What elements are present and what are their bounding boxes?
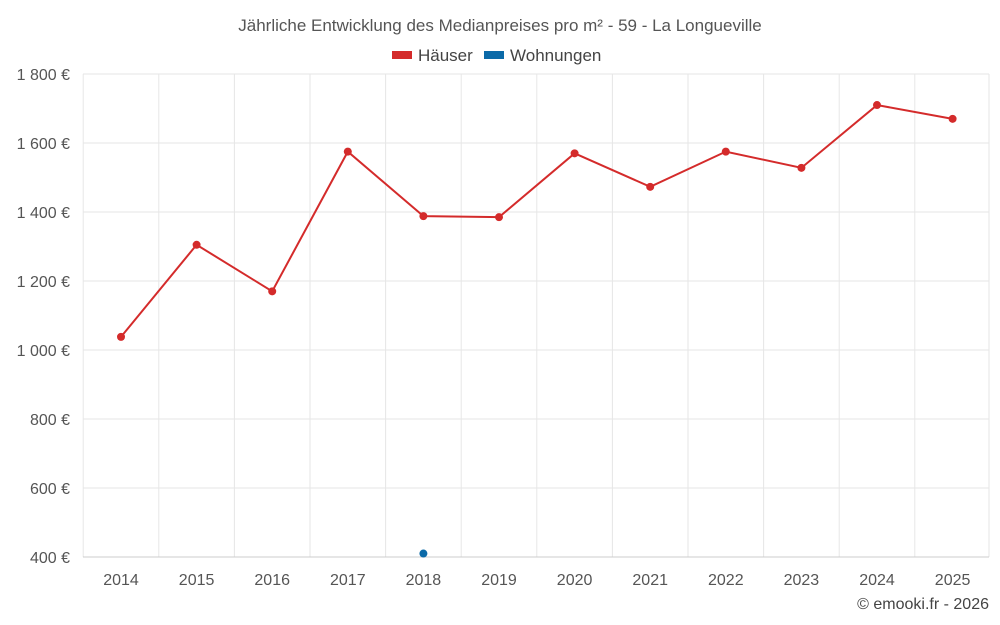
data-point[interactable] — [268, 287, 277, 296]
x-tick-label: 2017 — [330, 572, 366, 589]
legend-item-haeuser[interactable]: Häuser — [392, 46, 473, 65]
legend-swatch-wohnungen — [484, 51, 504, 59]
series-line-0 — [120, 103, 953, 338]
x-tick-label: 2019 — [481, 572, 517, 589]
data-point[interactable] — [192, 240, 201, 249]
x-tick-label: 2014 — [103, 572, 139, 589]
x-tick-label: 2022 — [708, 572, 744, 589]
x-tick-label: 2021 — [632, 572, 668, 589]
x-tick-label: 2015 — [179, 572, 215, 589]
data-point[interactable] — [873, 101, 881, 110]
data-point[interactable] — [797, 163, 806, 172]
x-tick-label: 2016 — [254, 572, 290, 589]
chart-title: Jährliche Entwicklung des Medianpreises … — [238, 16, 762, 35]
data-point[interactable] — [948, 114, 957, 123]
data-point[interactable] — [117, 332, 125, 341]
x-tick-label: 2018 — [406, 572, 442, 589]
data-point[interactable] — [646, 182, 655, 191]
x-tick-label: 2020 — [557, 572, 593, 589]
x-axis-ticks: 2014 2015 2016 2017 2018 2019 2020 2021 2022 2023… — [103, 572, 970, 589]
legend-label-wohnungen: Wohnungen — [510, 46, 601, 65]
x-tick-label: 2025 — [935, 572, 971, 589]
series — [117, 101, 957, 558]
legend-item-wohnungen[interactable]: Wohnungen — [484, 46, 601, 65]
y-tick-label: 600 € — [30, 481, 70, 498]
x-tick-label: 2023 — [784, 572, 820, 589]
y-tick-label: 1 600 € — [17, 136, 70, 153]
data-point[interactable] — [419, 212, 428, 221]
y-tick-label: 1 200 € — [17, 274, 70, 291]
legend-label-haeuser: Häuser — [418, 46, 473, 65]
data-point[interactable] — [495, 213, 503, 222]
y-tick-label: 1 000 € — [17, 343, 70, 360]
data-point[interactable] — [570, 149, 579, 158]
y-tick-label: 1 400 € — [17, 205, 70, 222]
legend: Häuser Wohnungen — [392, 46, 601, 65]
x-tick-label: 2024 — [859, 572, 895, 589]
credit-text: © emooki.fr - 2026 — [857, 596, 989, 613]
y-tick-label: 1 800 € — [17, 67, 70, 84]
y-axis-ticks: 400 € 600 € 800 € 1 000 € 1 200 € 1 400 € 1 60… — [17, 67, 70, 567]
y-tick-label: 400 € — [30, 550, 70, 567]
grid — [82, 73, 990, 558]
data-point[interactable] — [343, 147, 352, 156]
legend-swatch-haeuser — [392, 51, 412, 59]
data-point[interactable] — [419, 549, 428, 558]
data-point[interactable] — [721, 147, 730, 156]
y-tick-label: 800 € — [30, 412, 70, 429]
